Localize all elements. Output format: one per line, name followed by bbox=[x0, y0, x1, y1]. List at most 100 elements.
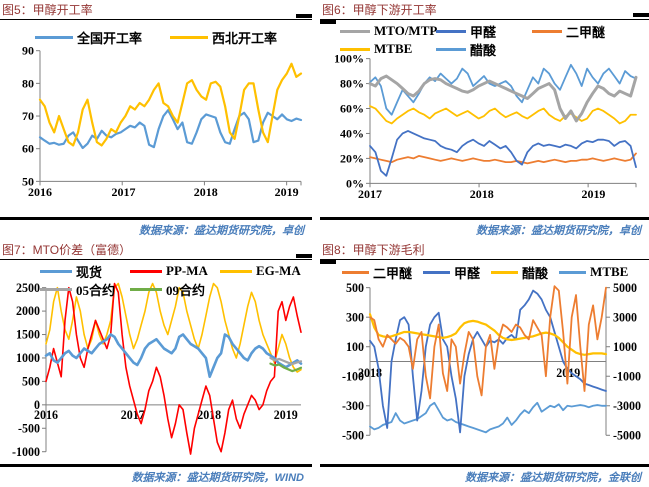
legend-item-contract-05: 05合约 bbox=[40, 280, 130, 299]
legend-label: 现货 bbox=[76, 264, 103, 280]
svg-text:2019: 2019 bbox=[581, 187, 605, 201]
legend-item-northwest-rate: 西北开工率 bbox=[170, 28, 277, 47]
series-MTBE bbox=[369, 105, 637, 125]
legend-marker-pp-ma bbox=[130, 269, 162, 273]
series-二甲醚 bbox=[369, 285, 607, 400]
svg-text:1000: 1000 bbox=[613, 340, 637, 354]
svg-text:1000: 1000 bbox=[16, 351, 40, 365]
legend-marker-spot bbox=[40, 269, 72, 273]
legend-item-formaldehyde: 甲醛 bbox=[423, 263, 480, 282]
series-西北开工率 bbox=[38, 62, 303, 147]
svg-text:50: 50 bbox=[22, 174, 34, 188]
figure-5-source: 数据来源：盛达期货研究院，卓创 bbox=[0, 217, 312, 240]
legend-marker-dme bbox=[532, 29, 562, 33]
svg-text:-300: -300 bbox=[342, 399, 364, 413]
border-dash bbox=[320, 260, 336, 264]
figure-8: 图8：甲醇下游毛利 二甲醚 甲醛 醋酸 MTBE 500 300 100 -100 -300 -… bbox=[320, 240, 649, 487]
legend-row: MTBE 醋酸 bbox=[340, 40, 628, 58]
legend-item-mto-mtp: MTO/MTP bbox=[340, 23, 438, 39]
legend-label: 甲醛 bbox=[470, 24, 497, 40]
border-dash bbox=[296, 254, 312, 258]
series-MTBE bbox=[369, 401, 607, 434]
legend-item-spot: 现货 bbox=[40, 262, 130, 281]
figure-6-title: 图6：甲醇下游开工率 bbox=[322, 3, 437, 17]
svg-text:500: 500 bbox=[22, 374, 40, 388]
figure-7-chart-area: 现货 PP-MA EG-MA 05合约 09合约 2500 2000 1500 1000 500… bbox=[0, 261, 312, 464]
legend-label: 全国开工率 bbox=[76, 30, 142, 46]
legend-marker-northwest-rate bbox=[170, 35, 208, 39]
figure-7-source: 数据来源：盛达期货研究院，WIND bbox=[0, 464, 312, 487]
svg-text:300: 300 bbox=[346, 310, 364, 324]
figure-7-title-rule bbox=[0, 254, 312, 260]
legend-marker-acetic-acid bbox=[436, 47, 466, 51]
svg-text:2019: 2019 bbox=[275, 185, 299, 199]
series-二甲醚 bbox=[369, 152, 637, 165]
legend-label: MTO/MTP bbox=[374, 23, 438, 38]
figure-8-title-rule bbox=[320, 259, 649, 264]
legend-row: MTO/MTP 甲醛 二甲醚 bbox=[340, 22, 628, 40]
svg-text:90: 90 bbox=[22, 44, 34, 58]
svg-text:2018: 2018 bbox=[358, 366, 382, 380]
legend-marker-mto-mtp bbox=[340, 29, 370, 33]
legend-item-dme: 二甲醚 bbox=[532, 22, 628, 41]
legend-marker-contract-09 bbox=[130, 287, 162, 291]
svg-text:2019: 2019 bbox=[274, 408, 298, 422]
legend-marker-formaldehyde bbox=[423, 270, 451, 274]
svg-text:60%: 60% bbox=[340, 102, 364, 116]
svg-text:2018: 2018 bbox=[197, 408, 221, 422]
figure-5-chart-area: 全国开工率 西北开工率 90 80 70 60 50 2016 2017 2018 2019 bbox=[0, 21, 312, 217]
legend-label: 二甲醚 bbox=[373, 265, 413, 281]
legend-label: 二甲醚 bbox=[566, 24, 606, 40]
legend-item-pp-ma: PP-MA bbox=[130, 263, 220, 279]
svg-text:2017: 2017 bbox=[358, 187, 382, 201]
legend-item-national-rate: 全国开工率 bbox=[34, 28, 142, 47]
border-dash bbox=[320, 20, 336, 24]
figure-8-legend: 二甲醚 甲醛 醋酸 MTBE bbox=[342, 263, 639, 281]
figure-6-title-rule bbox=[320, 13, 649, 24]
legend-marker-national-rate bbox=[34, 35, 73, 39]
svg-text:70: 70 bbox=[22, 109, 34, 123]
svg-text:100%: 100% bbox=[334, 52, 364, 66]
figure-6-source: 数据来源：盛达期货研究院，卓创 bbox=[320, 217, 649, 240]
legend-label: 醋酸 bbox=[470, 42, 497, 58]
svg-text:-3000: -3000 bbox=[613, 399, 641, 413]
figure-8-title: 图8：甲醇下游毛利 bbox=[322, 243, 425, 257]
legend-item-dme: 二甲醚 bbox=[342, 263, 412, 282]
svg-text:1500: 1500 bbox=[16, 327, 40, 341]
figure-5-title-rule bbox=[0, 14, 312, 20]
svg-text:3000: 3000 bbox=[613, 310, 637, 324]
legend-label: MTBE bbox=[590, 264, 629, 279]
figure-8-chart-area: 二甲醚 甲醛 醋酸 MTBE 500 300 100 -100 -300 -500 5000 300… bbox=[320, 261, 649, 464]
svg-text:2017: 2017 bbox=[112, 185, 136, 199]
legend-row: 二甲醚 甲醛 醋酸 MTBE bbox=[342, 263, 639, 281]
series-PP-MA bbox=[45, 282, 302, 455]
svg-text:2000: 2000 bbox=[16, 304, 40, 318]
svg-text:-100: -100 bbox=[342, 369, 364, 383]
series-09合约 bbox=[269, 362, 303, 373]
series-甲醛 bbox=[369, 130, 637, 177]
legend-item-formaldehyde: 甲醛 bbox=[436, 22, 532, 41]
svg-text:5000: 5000 bbox=[613, 281, 637, 295]
figure-5-legend: 全国开工率 西北开工率 bbox=[0, 28, 312, 46]
svg-text:-5000: -5000 bbox=[613, 428, 641, 442]
svg-text:2016: 2016 bbox=[34, 408, 58, 422]
legend-row: 05合约 09合约 bbox=[40, 280, 310, 298]
svg-text:0: 0 bbox=[34, 398, 40, 412]
series-醋酸 bbox=[369, 63, 637, 116]
legend-label: PP-MA bbox=[166, 263, 208, 278]
legend-row: 全国开工率 西北开工率 bbox=[0, 28, 312, 46]
legend-label: MTBE bbox=[374, 41, 413, 56]
svg-text:20%: 20% bbox=[340, 151, 364, 165]
svg-text:-500: -500 bbox=[342, 428, 364, 442]
legend-label: EG-MA bbox=[256, 263, 301, 278]
legend-marker-mtbe bbox=[559, 270, 587, 274]
legend-marker-contract-05 bbox=[40, 287, 72, 291]
svg-text:-1000: -1000 bbox=[12, 445, 40, 459]
svg-text:2018: 2018 bbox=[194, 185, 218, 199]
figure-7-title: 图7：MTO价差（富德） bbox=[2, 243, 132, 257]
border-dash bbox=[633, 13, 649, 17]
series-醋酸 bbox=[368, 313, 608, 356]
figure-7-legend: 现货 PP-MA EG-MA 05合约 09合约 bbox=[40, 262, 310, 298]
